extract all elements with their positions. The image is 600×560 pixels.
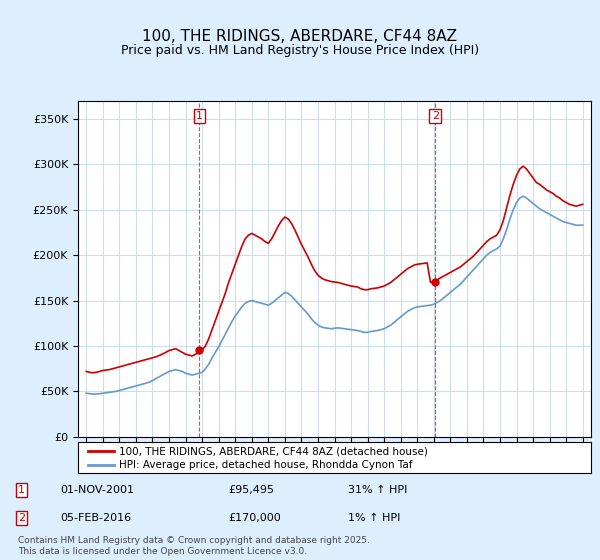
Text: HPI: Average price, detached house, Rhondda Cynon Taf: HPI: Average price, detached house, Rhon… [119, 460, 413, 470]
Text: 05-FEB-2016: 05-FEB-2016 [60, 513, 131, 523]
Text: 1% ↑ HPI: 1% ↑ HPI [348, 513, 400, 523]
Text: 1: 1 [196, 111, 203, 121]
Text: 1: 1 [18, 485, 25, 495]
Text: 2: 2 [432, 111, 439, 121]
Text: 100, THE RIDINGS, ABERDARE, CF44 8AZ: 100, THE RIDINGS, ABERDARE, CF44 8AZ [143, 29, 458, 44]
Text: Contains HM Land Registry data © Crown copyright and database right 2025.
This d: Contains HM Land Registry data © Crown c… [18, 536, 370, 556]
Text: 2: 2 [18, 513, 25, 523]
Text: 100, THE RIDINGS, ABERDARE, CF44 8AZ (detached house): 100, THE RIDINGS, ABERDARE, CF44 8AZ (de… [119, 446, 428, 456]
Text: 01-NOV-2001: 01-NOV-2001 [60, 485, 134, 495]
Text: £95,495: £95,495 [228, 485, 274, 495]
Text: £170,000: £170,000 [228, 513, 281, 523]
Text: Price paid vs. HM Land Registry's House Price Index (HPI): Price paid vs. HM Land Registry's House … [121, 44, 479, 57]
Text: 31% ↑ HPI: 31% ↑ HPI [348, 485, 407, 495]
